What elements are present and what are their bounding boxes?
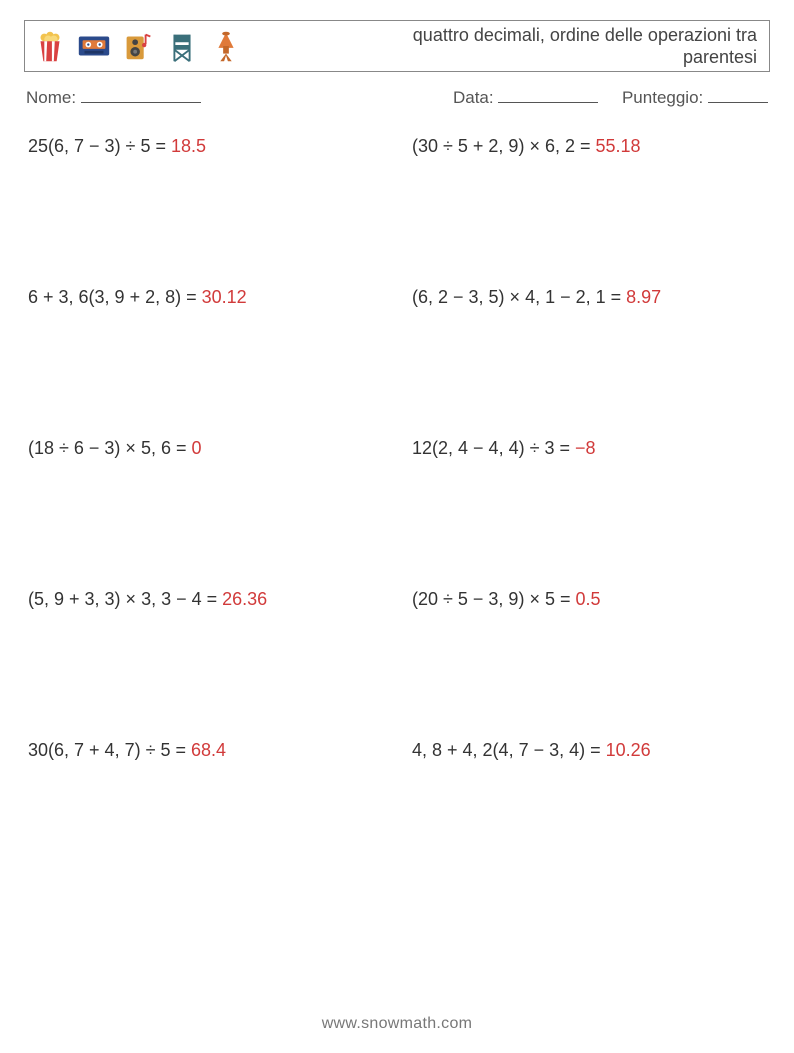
problem-expr: (20 ÷ 5 − 3, 9) × 5 = — [412, 589, 575, 609]
problem-answer: 10.26 — [606, 740, 651, 760]
problem-answer: 30.12 — [202, 287, 247, 307]
problem-expr: (18 ÷ 6 − 3) × 5, 6 = — [28, 438, 191, 458]
date-label: Data: — [453, 88, 494, 107]
problem-cell: 6 + 3, 6(3, 9 + 2, 8) = 30.12 — [28, 287, 382, 308]
problem-expr: 25(6, 7 − 3) ÷ 5 = — [28, 136, 171, 156]
header-box: quattro decimali, ordine delle operazion… — [24, 20, 770, 72]
problem-answer: 18.5 — [171, 136, 206, 156]
problem-cell: (5, 9 + 3, 3) × 3, 3 − 4 = 26.36 — [28, 589, 382, 610]
name-blank[interactable] — [81, 102, 201, 103]
megaphone-icon — [207, 27, 245, 65]
problem-expr: (5, 9 + 3, 3) × 3, 3 − 4 = — [28, 589, 222, 609]
problem-answer: 26.36 — [222, 589, 267, 609]
problem-expr: 30(6, 7 + 4, 7) ÷ 5 = — [28, 740, 191, 760]
problem-expr: (30 ÷ 5 + 2, 9) × 6, 2 = — [412, 136, 596, 156]
score-label: Punteggio: — [622, 88, 703, 107]
problem-expr: 12(2, 4 − 4, 4) ÷ 3 = — [412, 438, 575, 458]
worksheet-title: quattro decimali, ordine delle operazion… — [357, 24, 757, 69]
footer: www.snowmath.com — [0, 1015, 794, 1033]
footer-text: www.snowmath.com — [322, 1015, 473, 1032]
problem-answer: 55.18 — [596, 136, 641, 156]
problem-cell: 12(2, 4 − 4, 4) ÷ 3 = −8 — [412, 438, 766, 459]
cassette-icon — [75, 27, 113, 65]
meta-row: Nome: Data: Punteggio: — [24, 88, 770, 108]
problem-expr: 6 + 3, 6(3, 9 + 2, 8) = — [28, 287, 202, 307]
problem-cell: (30 ÷ 5 + 2, 9) × 6, 2 = 55.18 — [412, 136, 766, 157]
meta-right: Data: Punteggio: — [453, 88, 768, 108]
problem-cell: 25(6, 7 − 3) ÷ 5 = 18.5 — [28, 136, 382, 157]
worksheet-page: quattro decimali, ordine delle operazion… — [0, 0, 794, 1053]
problem-cell: (20 ÷ 5 − 3, 9) × 5 = 0.5 — [412, 589, 766, 610]
problem-cell: (18 ÷ 6 − 3) × 5, 6 = 0 — [28, 438, 382, 459]
header-icons — [31, 27, 245, 65]
problem-answer: 68.4 — [191, 740, 226, 760]
problems-grid: 25(6, 7 − 3) ÷ 5 = 18.5 (30 ÷ 5 + 2, 9) … — [24, 136, 770, 761]
problem-answer: −8 — [575, 438, 596, 458]
date-blank[interactable] — [498, 102, 598, 103]
problem-cell: (6, 2 − 3, 5) × 4, 1 − 2, 1 = 8.97 — [412, 287, 766, 308]
popcorn-icon — [31, 27, 69, 65]
problem-expr: (6, 2 − 3, 5) × 4, 1 − 2, 1 = — [412, 287, 626, 307]
score-blank[interactable] — [708, 102, 768, 103]
name-label: Nome: — [26, 88, 76, 107]
meta-name: Nome: — [26, 88, 201, 108]
director-chair-icon — [163, 27, 201, 65]
problem-expr: 4, 8 + 4, 2(4, 7 − 3, 4) = — [412, 740, 606, 760]
problem-answer: 0 — [191, 438, 201, 458]
problem-answer: 0.5 — [575, 589, 600, 609]
speaker-icon — [119, 27, 157, 65]
problem-cell: 4, 8 + 4, 2(4, 7 − 3, 4) = 10.26 — [412, 740, 766, 761]
problem-cell: 30(6, 7 + 4, 7) ÷ 5 = 68.4 — [28, 740, 382, 761]
problem-answer: 8.97 — [626, 287, 661, 307]
